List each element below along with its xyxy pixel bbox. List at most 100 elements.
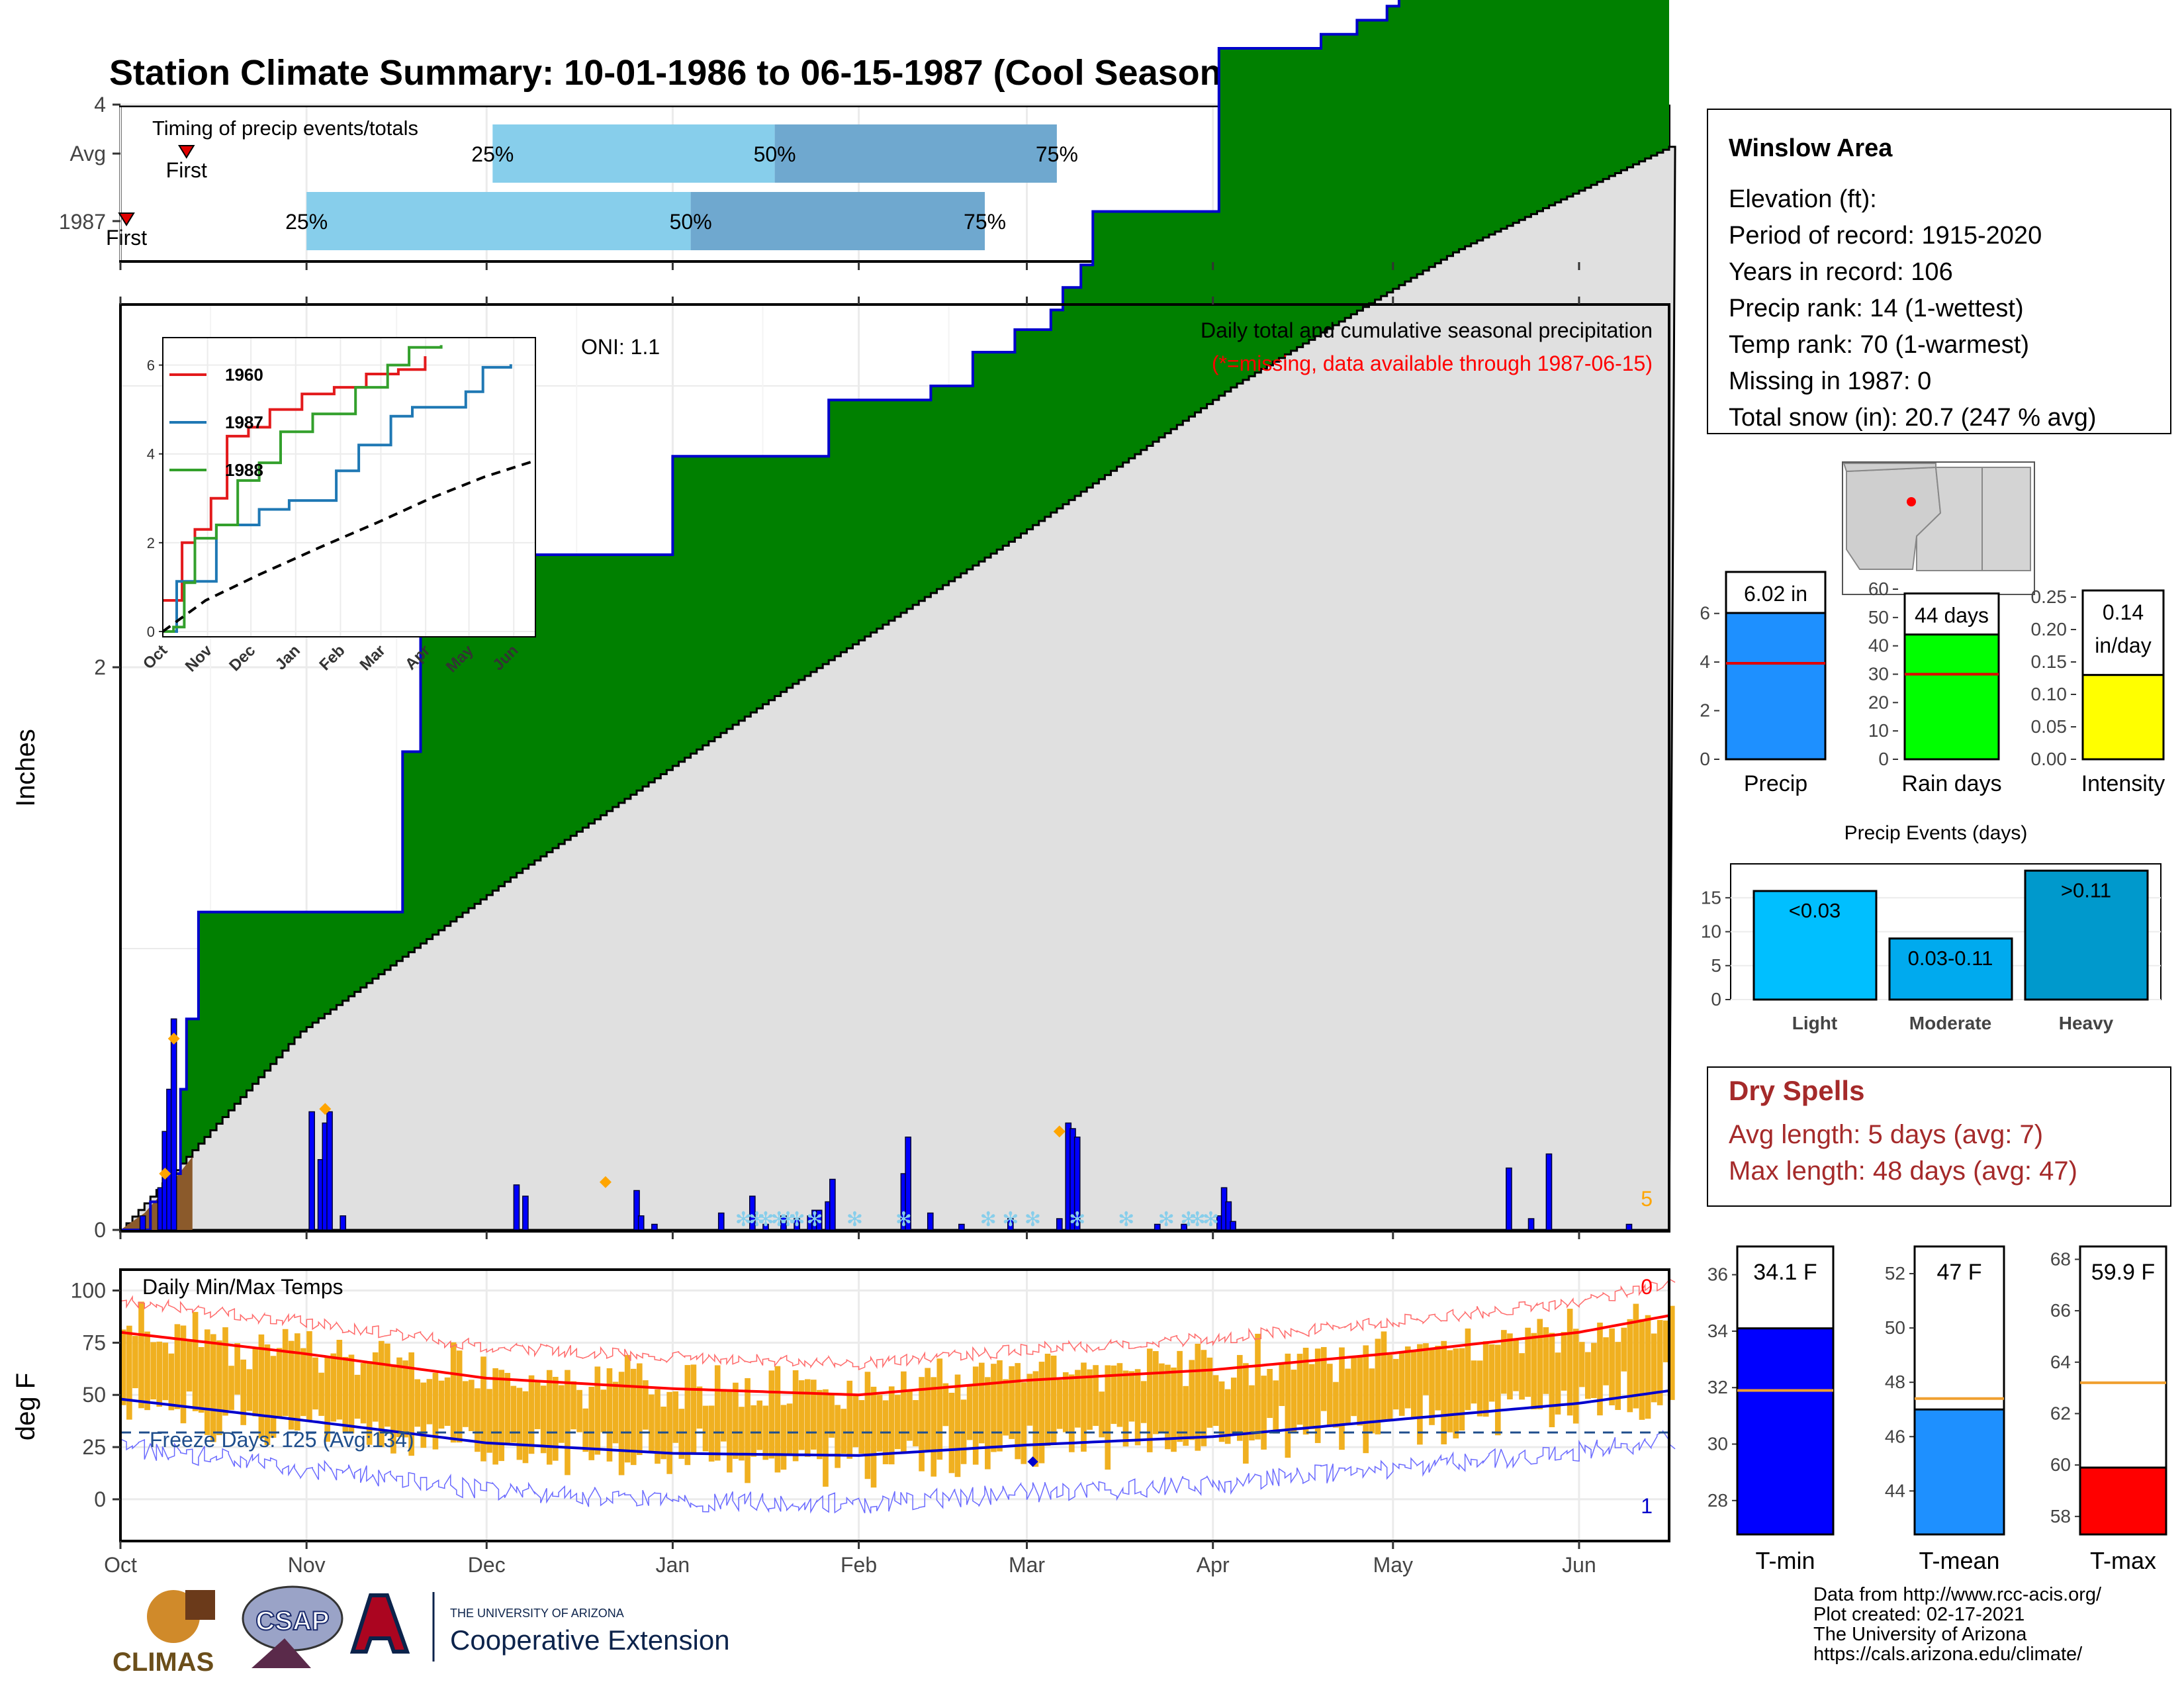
tmean-summary-value-label: 47 F xyxy=(1936,1260,1981,1285)
snow-day-marker-icon: ✻ xyxy=(1189,1209,1206,1231)
tmax-summary-value-label: 59.9 F xyxy=(2091,1260,2155,1285)
station-info-line: Elevation (ft): xyxy=(1729,185,1877,213)
daily-temp-range-bar xyxy=(1633,1303,1639,1409)
daily-temp-range-bar xyxy=(1273,1380,1279,1434)
daily-temp-range-bar xyxy=(978,1362,985,1444)
snow-day-marker-icon: ✻ xyxy=(780,1209,796,1231)
daily-precip-bar xyxy=(717,1212,725,1231)
snow-day-marker-icon: ✻ xyxy=(895,1209,912,1231)
daily-temp-range-bar xyxy=(385,1343,390,1427)
daily-temp-range-bar xyxy=(733,1382,739,1459)
daily-temp-range-bar xyxy=(1032,1371,1039,1467)
footer-line-3: The University of Arizona xyxy=(1813,1624,2027,1645)
temp-panel-frame xyxy=(119,1268,1670,1542)
snow-day-marker-icon: ✻ xyxy=(1024,1209,1041,1231)
first-event-marker-icon xyxy=(177,145,195,159)
dry-spells-max: Max length: 48 days (avg: 47) xyxy=(1729,1156,2077,1186)
tmean-summary-ytick-label: 44 xyxy=(1885,1480,1905,1501)
daily-temp-range-bar xyxy=(222,1327,228,1416)
station-info-line: Precip rank: 14 (1-wettest) xyxy=(1729,295,2024,322)
rain-days-summary-ytick-label: 30 xyxy=(1868,664,1889,684)
daily-temp-range-bar xyxy=(1056,1380,1063,1429)
daily-temp-range-bar xyxy=(1009,1366,1015,1439)
daily-temp-range-bar xyxy=(1561,1332,1567,1391)
daily-temp-range-bar xyxy=(234,1343,240,1395)
daily-temp-range-bar xyxy=(1297,1354,1303,1425)
timing-pct-label: 75% xyxy=(1036,142,1078,166)
temp-ytick-label: 25 xyxy=(82,1435,106,1459)
daily-temp-range-bar xyxy=(588,1386,595,1460)
first-event-marker-icon xyxy=(118,212,135,226)
daily-temp-range-bar xyxy=(985,1377,991,1470)
daily-temp-range-bar xyxy=(1453,1348,1459,1438)
daily-temp-range-bar xyxy=(1189,1360,1195,1440)
daily-temp-range-bar xyxy=(295,1333,300,1430)
tmin-summary-ytick-label: 28 xyxy=(1707,1490,1728,1511)
precip-summary-bar xyxy=(1725,612,1827,761)
precip-summary-ytick-label: 0 xyxy=(1700,749,1710,769)
daily-temp-range-bar xyxy=(1423,1343,1429,1395)
station-location-marker xyxy=(1907,497,1916,506)
station-info-line: Temp rank: 70 (1-warmest) xyxy=(1729,331,2029,359)
daily-temp-range-bar xyxy=(144,1331,150,1411)
daily-temp-range-bar xyxy=(1003,1379,1009,1436)
daily-temp-range-bar xyxy=(1212,1375,1219,1427)
daily-temp-range-bar xyxy=(240,1359,247,1425)
daily-temp-range-bar xyxy=(553,1376,559,1461)
daily-precip-bar xyxy=(958,1223,965,1231)
daily-precip-bar xyxy=(513,1184,520,1231)
daily-temp-range-bar xyxy=(1651,1333,1657,1403)
daily-temp-range-bar xyxy=(919,1377,925,1472)
daily-temp-range-bar xyxy=(1387,1354,1393,1421)
tmax-summary-ytick-label: 60 xyxy=(2050,1454,2071,1475)
month-tick-label: Feb xyxy=(841,1553,877,1577)
daily-temp-range-bar xyxy=(756,1400,763,1450)
missing-data-marker-icon xyxy=(599,1176,612,1188)
inset-frame-bg xyxy=(162,337,536,637)
locator-map xyxy=(1842,461,2035,595)
dry-spells-title: Dry Spells xyxy=(1729,1075,1864,1106)
daily-temp-range-bar xyxy=(774,1366,781,1473)
daily-temp-range-bar xyxy=(126,1325,132,1420)
daily-temp-range-bar xyxy=(276,1348,283,1418)
daily-temp-range-bar xyxy=(1183,1385,1189,1446)
inset-ytick-label: 6 xyxy=(147,357,155,374)
intensity-summary-ytick-label: 0.00 xyxy=(2031,749,2068,769)
daily-temp-range-bar xyxy=(1044,1354,1051,1446)
ua-a-icon xyxy=(349,1593,410,1654)
rain-days-summary-bar xyxy=(1903,633,2000,761)
daily-temp-range-bar xyxy=(1531,1333,1537,1410)
daily-temp-range-bar xyxy=(1146,1348,1153,1452)
daily-temp-range-bar xyxy=(1249,1385,1255,1441)
daily-temp-range-bar xyxy=(1441,1340,1447,1444)
daily-temp-range-bar xyxy=(1062,1372,1069,1432)
intensity-summary-unit-label: in/day xyxy=(2095,633,2151,657)
daily-temp-range-bar xyxy=(432,1372,439,1450)
daily-temp-range-bar xyxy=(942,1383,949,1427)
daily-temp-range-bar xyxy=(630,1368,637,1466)
daily-temp-range-bar xyxy=(780,1405,787,1470)
daily-precip-bar xyxy=(637,1215,645,1231)
rain-days-summary-ytick-label: 10 xyxy=(1868,720,1889,741)
daily-temp-range-bar xyxy=(1549,1333,1555,1428)
daily-temp-range-bar xyxy=(606,1368,613,1462)
daily-temp-range-bar xyxy=(702,1405,709,1452)
daily-temp-range-bar xyxy=(997,1360,1003,1452)
station-info-line: Missing in 1987: 0 xyxy=(1729,367,1931,395)
daily-temp-range-bar xyxy=(762,1405,769,1460)
snow-day-marker-icon: ✻ xyxy=(771,1209,788,1231)
daily-temp-range-bar xyxy=(414,1379,421,1427)
daily-temp-range-bar xyxy=(1639,1319,1645,1420)
month-tick-label: Jun xyxy=(1562,1553,1596,1577)
timing-row-1987: 1987 xyxy=(59,210,106,234)
station-name: Winslow Area xyxy=(1729,134,1893,162)
daily-temp-range-bar xyxy=(684,1365,691,1466)
daily-temp-range-bar xyxy=(1038,1362,1045,1464)
snow-day-marker-icon: ✻ xyxy=(735,1209,752,1231)
daily-temp-range-bar xyxy=(420,1382,427,1448)
intensity-summary-ytick-label: 0.05 xyxy=(2031,716,2068,737)
daily-temp-range-bar xyxy=(1224,1389,1231,1444)
daily-temp-range-bar xyxy=(913,1400,919,1446)
tmean-summary-ytick-label: 46 xyxy=(1885,1426,1905,1446)
station-info-line: Period of record: 1915-2020 xyxy=(1729,222,2042,250)
